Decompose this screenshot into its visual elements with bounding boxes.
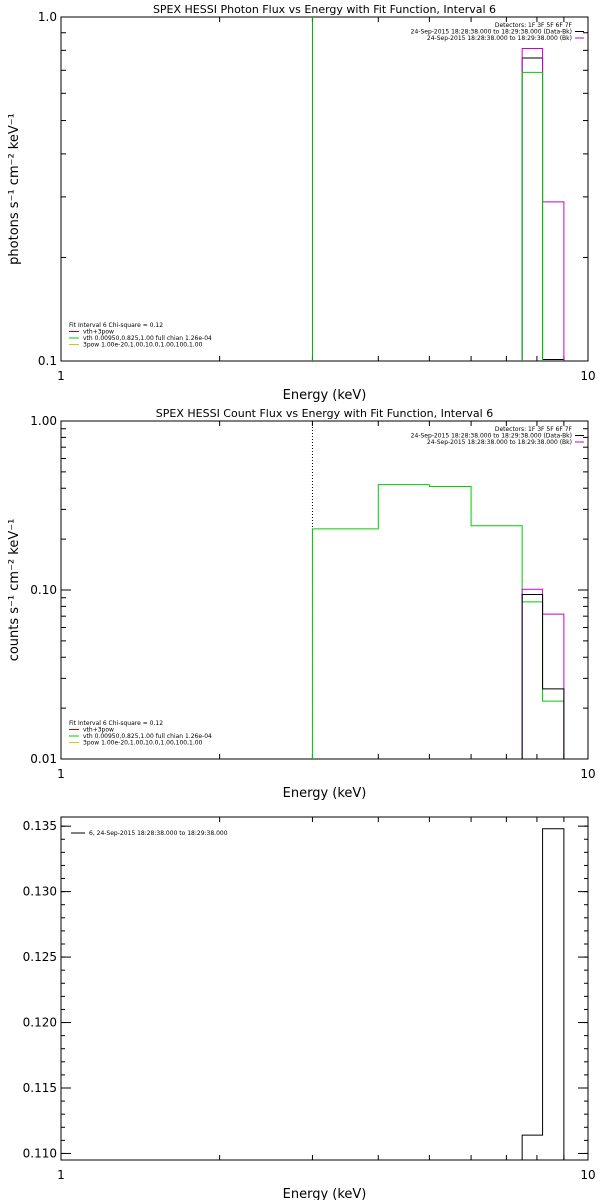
y-tick-label: 0.01 (30, 752, 57, 766)
legend-entry: 3pow 1.00e-20,1.00,10.0,1.00,100,1.00 (83, 740, 203, 747)
y-tick-label: 0.120 (23, 1016, 57, 1030)
x-axis-label: Energy (keV) (283, 388, 367, 403)
series-3-histogram (521, 594, 565, 759)
legend-entry: Detectors: 1F 3F 5F 6F 7F (495, 22, 573, 29)
series-1-histogram (311, 484, 565, 759)
y-axis-label: counts s⁻¹ cm⁻² keV⁻¹ (7, 519, 22, 662)
y-tick-label: 0.10 (30, 583, 57, 597)
legend-entry: 24-Sep-2015 18:28:38.000 to 18:29:38.000… (411, 29, 572, 36)
legend-entry: 24-Sep-2015 18:28:38.000 to 18:29:38.000… (411, 433, 572, 440)
plot-frame (60, 16, 589, 362)
x-axis-label: Energy (keV) (283, 786, 367, 801)
x-tick-label: 1 (57, 767, 65, 781)
x-axis-label: Energy (keV) (283, 1187, 367, 1200)
chart-2: SPEX HESSI Count Flux vs Energy with Fit… (7, 407, 596, 801)
legend-entry: Detectors: 1F 3F 5F 6F 7F (495, 426, 573, 433)
legend-entry: vth+3pow (83, 329, 114, 336)
legend-entry: 3pow 1.00e-20,1.00,10.0,1.00,100,1.00 (83, 342, 203, 349)
legend-entry: 6, 24-Sep-2015 18:28:38.000 to 18:29:38.… (89, 830, 228, 837)
legend-entry: vth+3pow (83, 727, 114, 734)
plot-frame (60, 816, 589, 1161)
x-tick-label: 10 (580, 767, 595, 781)
chart-title: SPEX HESSI Photon Flux vs Energy with Fi… (153, 3, 496, 16)
legend-entry: Fit Interval 6 Chi-square = 0.12 (69, 720, 163, 727)
legend-entry: 24-Sep-2015 18:28:38.000 to 18:29:38.000… (427, 35, 572, 42)
y-tick-label: 1.00 (30, 414, 57, 428)
series-1-histogram (521, 828, 565, 1160)
y-tick-label: 0.135 (23, 819, 57, 833)
y-tick-label: 0.125 (23, 950, 57, 964)
x-tick-label: 1 (57, 1168, 65, 1182)
y-tick-label: 1.0 (38, 10, 57, 24)
y-tick-label: 0.1 (38, 354, 57, 368)
legend-entry: Fit Interval 6 Chi-square = 0.12 (69, 322, 163, 329)
series-3-histogram (521, 71, 544, 361)
y-tick-label: 0.130 (23, 885, 57, 899)
legend-entry: vth 0.00950,0.825,1.00 full chian 1.26e-… (83, 733, 212, 740)
chart-title: SPEX HESSI Count Flux vs Energy with Fit… (156, 407, 493, 420)
plot-frame (60, 420, 589, 760)
chart-3: Energy (keV) 1 10 0.110 0.115 0.120 0.125 0.130… (23, 816, 596, 1200)
y-tick-label: 0.115 (23, 1081, 57, 1095)
y-tick-label: 0.110 (23, 1146, 57, 1160)
x-tick-label: 10 (580, 369, 595, 383)
chart-1: SPEX HESSI Photon Flux vs Energy with Fi… (7, 3, 596, 403)
legend-entry: 24-Sep-2015 18:28:38.000 to 18:29:38.000… (427, 439, 572, 446)
y-axis-label: photons s⁻¹ cm⁻² keV⁻¹ (7, 113, 22, 265)
legend-entry: vth 0.00950,0.825,1.00 full chian 1.26e-… (83, 335, 212, 342)
x-tick-label: 10 (580, 1168, 595, 1182)
x-tick-label: 1 (57, 369, 65, 383)
